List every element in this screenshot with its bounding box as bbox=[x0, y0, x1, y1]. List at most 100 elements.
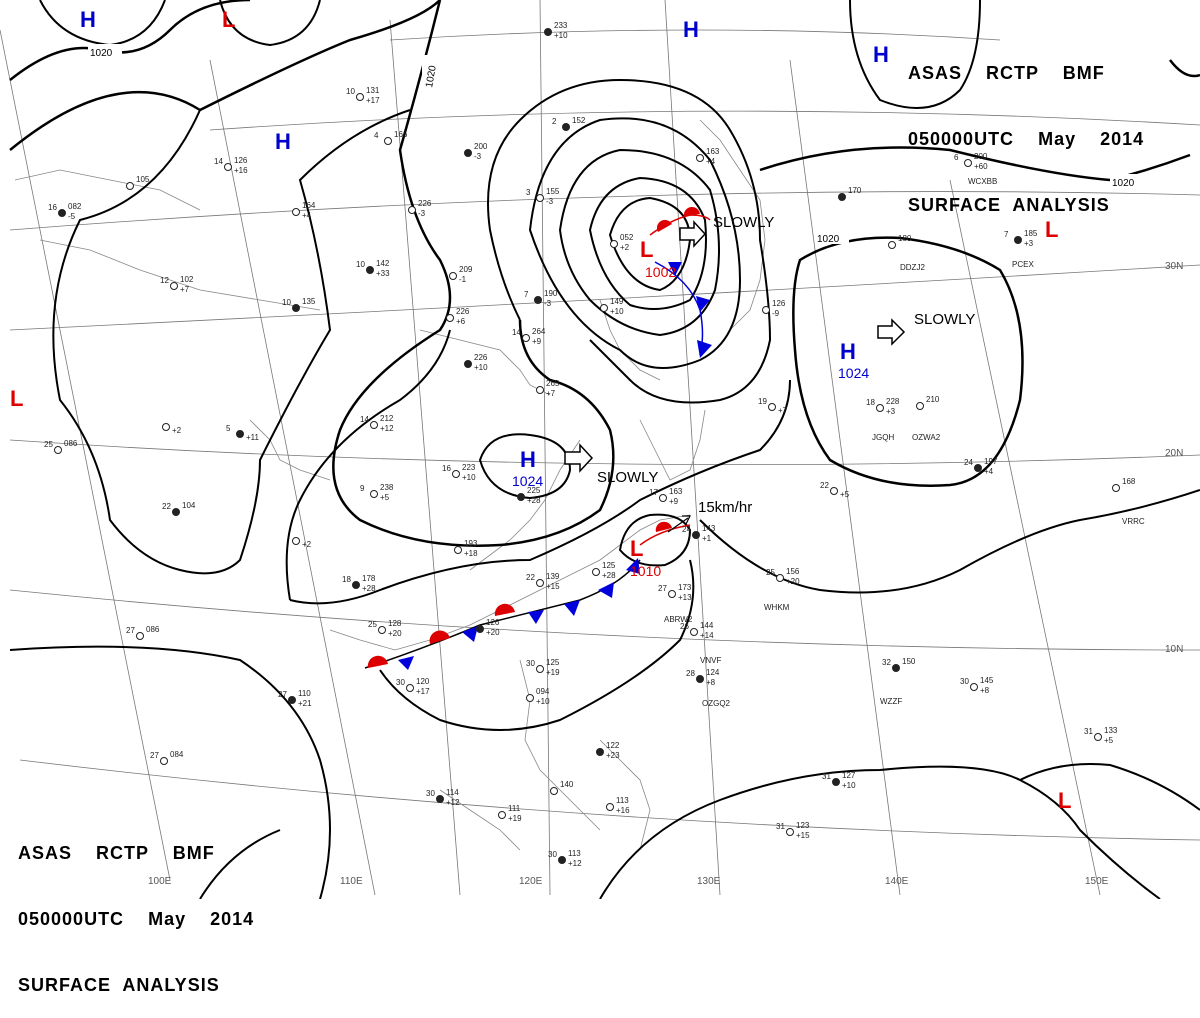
pressure-value: 1024 bbox=[838, 365, 869, 381]
station-plot: 30 113+12 bbox=[548, 849, 582, 868]
pressure-value: 1002 bbox=[645, 264, 676, 280]
station-circle-icon bbox=[172, 508, 180, 516]
station-plot: 22 104 bbox=[162, 501, 196, 516]
station-plot: 31 127+10 bbox=[822, 771, 856, 790]
station-pressure: 124 bbox=[706, 668, 720, 677]
station-circle-icon bbox=[536, 579, 544, 587]
station-pressure: 200 bbox=[974, 152, 988, 161]
station-tendency: +5 bbox=[840, 490, 850, 499]
isobar-label: 1020 bbox=[90, 48, 113, 59]
station-pressure: 209 bbox=[459, 265, 473, 274]
station-temperature: 7 bbox=[1004, 230, 1009, 239]
station-temperature: 18 bbox=[342, 575, 351, 584]
header-time: 050000UTC bbox=[18, 909, 125, 929]
header-line-2: 050000UTC May 2014 bbox=[908, 128, 1144, 150]
motion-label: SLOWLY bbox=[597, 469, 658, 486]
station-plot: 209-1 bbox=[449, 265, 473, 284]
station-circle-icon bbox=[498, 811, 506, 819]
station-pressure: 264 bbox=[532, 327, 546, 336]
cold-front-triangle bbox=[626, 558, 640, 574]
station-tendency: +20 bbox=[388, 629, 402, 638]
station-circle-icon bbox=[464, 360, 472, 368]
station-plot: 25 086 bbox=[44, 439, 78, 454]
station-temperature: 6 bbox=[954, 153, 959, 162]
motion-label: SLOWLY bbox=[914, 311, 975, 328]
station-temperature: 7 bbox=[524, 290, 529, 299]
station-plot: 31 133+5 bbox=[1084, 726, 1118, 745]
station-circle-icon bbox=[1094, 733, 1102, 741]
latitude-label: 10N bbox=[1165, 644, 1183, 655]
station-plot: 5 +11 bbox=[226, 424, 260, 442]
station-circle-icon bbox=[454, 546, 462, 554]
station-temperature: 31 bbox=[1084, 727, 1093, 736]
station-pressure: 111 bbox=[508, 804, 521, 813]
station-pressure: 163 bbox=[669, 487, 683, 496]
station-circle-icon bbox=[449, 272, 457, 280]
warm-front-semicircle bbox=[656, 219, 672, 232]
station-tendency: +20 bbox=[786, 577, 800, 586]
station-tendency: +10 bbox=[610, 307, 624, 316]
station-plot: 126-9 bbox=[762, 299, 786, 318]
station-circle-icon bbox=[696, 154, 704, 162]
station-tendency: +10 bbox=[474, 363, 488, 372]
isobar-label: 1020 bbox=[424, 64, 439, 88]
station-pressure: 225 bbox=[527, 486, 541, 495]
station-plot: 7 190-3 bbox=[524, 289, 558, 308]
ship-id-label: WZZF bbox=[880, 697, 902, 706]
station-plot: 22 +5 bbox=[820, 481, 850, 499]
station-tendency: +9 bbox=[532, 337, 542, 346]
station-tendency: +28 bbox=[527, 496, 541, 505]
station-pressure: 086 bbox=[64, 439, 78, 448]
longitude-label: 150E bbox=[1085, 876, 1109, 887]
station-pressure: 127 bbox=[842, 771, 856, 780]
isobar-labels: 1020 1020 1020 1020 bbox=[88, 44, 1144, 245]
station-plot: 10 131+17 bbox=[346, 86, 380, 105]
station-tendency: +12 bbox=[446, 798, 460, 807]
station-circle-icon bbox=[876, 404, 884, 412]
header-month: May bbox=[1038, 129, 1077, 149]
station-temperature: 14 bbox=[214, 157, 223, 166]
station-tendency: +60 bbox=[974, 162, 988, 171]
chart-header: ASAS RCTP BMF 050000UTC May 2014 SURFACE… bbox=[908, 18, 1144, 238]
station-circle-icon bbox=[768, 403, 776, 411]
station-plot: 18 228+3 bbox=[866, 397, 900, 416]
station-circle-icon bbox=[170, 282, 178, 290]
station-pressure: 131 bbox=[366, 86, 380, 95]
station-circle-icon bbox=[452, 470, 460, 478]
station-pressure: 110 bbox=[298, 689, 311, 698]
station-temperature: 5 bbox=[226, 424, 231, 433]
station-plot: 28 124+8 bbox=[686, 668, 720, 687]
station-temperature: 27 bbox=[658, 584, 667, 593]
station-circle-icon bbox=[436, 795, 444, 803]
station-circle-icon bbox=[550, 787, 558, 795]
warm-front-semicircle bbox=[367, 655, 388, 668]
station-circle-icon bbox=[830, 487, 838, 495]
station-circle-icon bbox=[838, 193, 846, 201]
station-plot: 30 120+17 bbox=[396, 677, 430, 696]
warm-front-semicircle bbox=[429, 630, 450, 644]
station-temperature: 30 bbox=[396, 678, 405, 687]
header-year: 2014 bbox=[210, 909, 255, 929]
longitude-label: 110E bbox=[340, 876, 363, 887]
station-tendency: +15 bbox=[546, 582, 560, 591]
station-pressure: 125 bbox=[602, 561, 616, 570]
station-plot: 16 223+10 bbox=[442, 463, 476, 482]
station-circle-icon bbox=[406, 684, 414, 692]
ship-id-label: DDZJ2 bbox=[900, 263, 925, 272]
station-temperature: 3 bbox=[526, 188, 531, 197]
station-circle-icon bbox=[562, 123, 570, 131]
station-tendency: +7 bbox=[778, 406, 788, 415]
header-line-2: 050000UTC May 2014 bbox=[18, 908, 254, 930]
ship-id-label: OZGQ2 bbox=[702, 699, 731, 708]
station-plot: 200-3 bbox=[464, 142, 488, 161]
station-pressure: 125 bbox=[546, 658, 560, 667]
isobar-label: 1020 bbox=[817, 234, 840, 245]
station-circle-icon bbox=[610, 240, 618, 248]
station-pressure: 133 bbox=[1104, 726, 1118, 735]
station-pressure: 126 bbox=[486, 618, 500, 627]
latitude-label: 30N bbox=[1165, 261, 1183, 272]
station-plot: 225+28 bbox=[517, 486, 541, 505]
station-plot: 31 123+15 bbox=[776, 821, 810, 840]
latitude-lines bbox=[9, 29, 1200, 841]
station-temperature: 30 bbox=[426, 789, 435, 798]
